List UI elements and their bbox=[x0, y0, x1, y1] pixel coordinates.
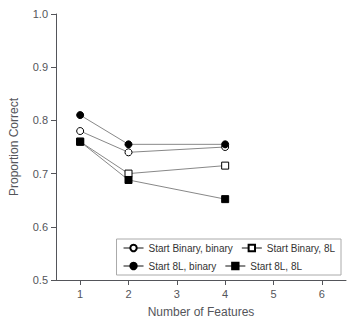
svg-text:0.7: 0.7 bbox=[33, 168, 48, 180]
svg-text:Start 8L, binary: Start 8L, binary bbox=[149, 261, 217, 272]
svg-text:2: 2 bbox=[125, 288, 131, 300]
svg-text:4: 4 bbox=[222, 288, 228, 300]
svg-text:3: 3 bbox=[174, 288, 180, 300]
svg-text:0.8: 0.8 bbox=[33, 114, 48, 126]
svg-text:Number of Features: Number of Features bbox=[148, 305, 255, 319]
svg-text:Proportion Correct: Proportion Correct bbox=[7, 97, 21, 196]
svg-text:0.5: 0.5 bbox=[33, 274, 48, 286]
svg-text:0.6: 0.6 bbox=[33, 221, 48, 233]
svg-text:5: 5 bbox=[270, 288, 276, 300]
svg-text:1: 1 bbox=[77, 288, 83, 300]
svg-text:6: 6 bbox=[319, 288, 325, 300]
svg-text:0.9: 0.9 bbox=[33, 61, 48, 73]
svg-text:1.0: 1.0 bbox=[33, 8, 48, 20]
svg-text:Start 8L, 8L: Start 8L, 8L bbox=[250, 261, 302, 272]
svg-text:Start Binary, 8L: Start Binary, 8L bbox=[267, 243, 336, 254]
svg-text:Start Binary, binary: Start Binary, binary bbox=[149, 243, 233, 254]
